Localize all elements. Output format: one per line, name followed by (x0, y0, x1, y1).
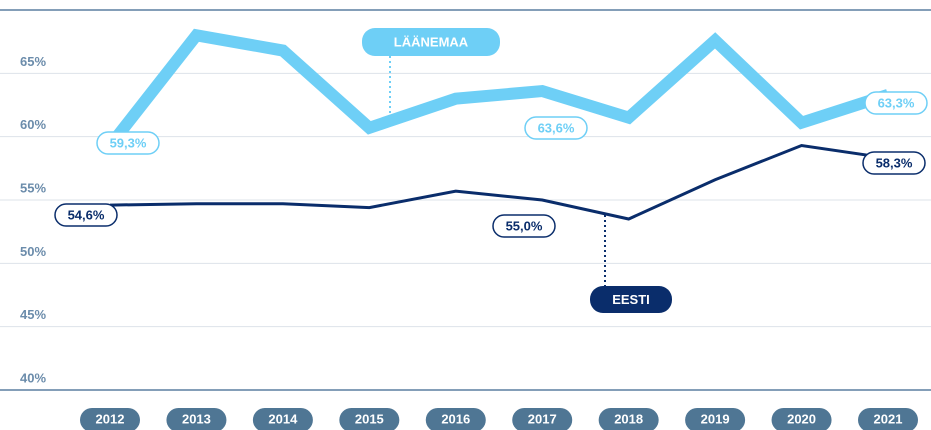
value-label: 58,3% (876, 155, 913, 170)
x-tick-label: 2020 (787, 411, 816, 426)
line-series (105, 28, 890, 150)
value-label-pill (492, 214, 556, 238)
x-tick-label: 2019 (701, 411, 730, 426)
x-tick-label: 2021 (874, 411, 903, 426)
x-tick-pill (858, 408, 918, 430)
legend-label: EESTI (612, 292, 650, 307)
legend-pill (362, 28, 500, 56)
legend-label: LÄÄNEMAA (394, 34, 469, 49)
y-tick-label: 65% (20, 54, 46, 69)
value-label: 63,6% (538, 120, 575, 135)
value-label-pill (862, 151, 926, 175)
value-label: 59,3% (110, 135, 147, 150)
value-label-pill (54, 203, 118, 227)
x-tick-pill (425, 408, 486, 430)
line-series (109, 143, 889, 221)
x-tick-label: 2015 (355, 411, 384, 426)
x-tick-label: 2018 (614, 411, 643, 426)
x-tick-label: 2017 (528, 411, 557, 426)
x-tick-pill (685, 408, 746, 430)
y-tick-label: 55% (20, 180, 46, 195)
x-tick-label: 2016 (441, 411, 470, 426)
x-tick-label: 2014 (268, 411, 298, 426)
x-tick-pill (80, 408, 140, 430)
value-label: 55,0% (506, 218, 543, 233)
value-label-pill (96, 131, 160, 155)
x-tick-pill (771, 408, 832, 430)
y-tick-label: 45% (20, 307, 46, 322)
x-tick-label: 2013 (182, 411, 211, 426)
x-tick-pill (512, 408, 573, 430)
y-tick-label: 60% (20, 117, 46, 132)
y-tick-label: 40% (20, 370, 46, 385)
x-tick-pill (339, 408, 400, 430)
value-label-pill (864, 91, 928, 115)
value-label: 63,3% (878, 95, 915, 110)
y-tick-label: 50% (20, 244, 46, 259)
value-label: 54,6% (68, 207, 105, 222)
value-label-pill (524, 116, 588, 140)
x-tick-pill (166, 408, 227, 430)
legend-pill (590, 286, 672, 313)
x-tick-pill (252, 408, 313, 430)
x-tick-label: 2012 (96, 411, 125, 426)
x-tick-pill (598, 408, 659, 430)
